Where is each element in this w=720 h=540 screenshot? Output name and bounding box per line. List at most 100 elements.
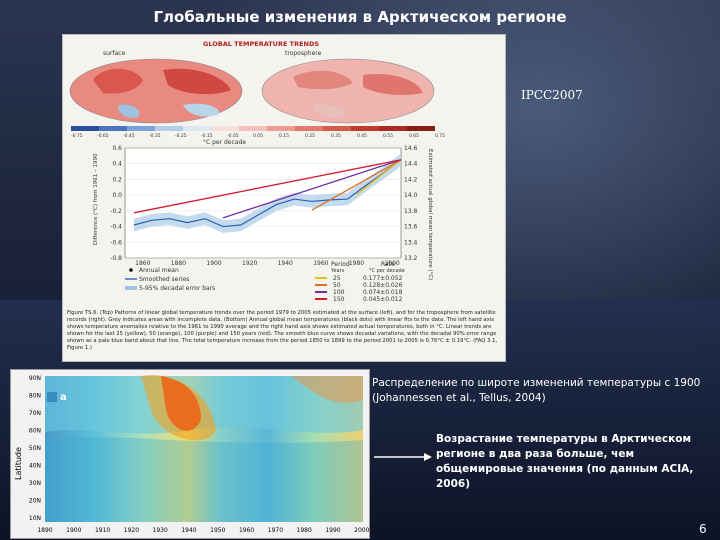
y-left-tick: -0.6 [110,239,122,246]
color-scale-tick: -0.25 [175,133,187,139]
ipcc-figure: GLOBAL TEMPERATURE TRENDS surface tropos… [62,34,506,362]
color-scale-tick: 0.75 [435,133,445,139]
x-tick: 1920 [242,260,257,267]
y-right-tick: 14.6 [404,145,418,152]
year-tick: 1990 [325,527,340,534]
y-left-axis-label: Difference (°C) from 1961 – 1990 [93,153,99,245]
x-tick: 1900 [206,260,221,267]
color-scale-tick: -0.05 [227,133,239,139]
latitude-figure: a Latitude 90N 80N 70N 60N 50N 40N 30N 20N 10N 1… [10,369,370,539]
year-tick: 1890 [37,527,52,534]
latitude-tick: 10N [29,515,41,522]
y-left-ticks: 0.6 0.4 0.2 0.0 -0.2 -0.4 -0.6 -0.8 [110,145,122,262]
page-number: 6 [699,522,707,536]
legend-annual-mean-marker [129,268,133,272]
slide-title: Глобальные изменения в Арктическом регио… [153,8,567,26]
trend-line-50 [311,159,402,211]
legend-annual-mean: Annual mean [139,267,179,274]
y-left-tick: 0.6 [112,145,122,152]
color-scale-tick: -0.65 [97,133,109,139]
y-left-tick: -0.2 [110,208,122,215]
color-scale-tick: 0.55 [383,133,393,139]
color-scale-tick: 0.15 [279,133,289,139]
latitude-tick: 80N [29,393,41,400]
legend-row-rate: 0.045±0.012 [363,296,403,303]
legend-table-units: °C per decade [369,268,405,274]
legend-row-years: 150 [333,296,345,303]
latitude-tick: 50N [29,445,41,452]
y-left-tick: 0.0 [112,192,122,199]
latitude-ticks: 90N 80N 70N 60N 50N 40N 30N 20N 10N [29,375,41,522]
source-label: IPCC2007 [521,88,583,102]
legend-error-bars-marker [125,286,137,290]
color-scale-ticks: -0.75 -0.65 -0.45 -0.35 -0.25 -0.15 -0.05 0.05 0… [71,133,445,139]
color-scale-label: °C per decade [203,139,246,146]
y-right-tick: 14.0 [404,192,418,199]
panel-label-box [47,392,57,402]
color-scale-tick: 0.45 [357,133,367,139]
year-tick: 1970 [268,527,283,534]
year-tick: 1910 [95,527,110,534]
x-tick: 1860 [135,260,150,267]
color-scale-tick: 0.05 [253,133,263,139]
y-right-tick: 13.2 [404,255,418,262]
y-right-tick: 14.2 [404,176,418,183]
y-right-tick: 13.4 [404,239,418,246]
latitude-tick: 90N [29,375,41,382]
year-tick: 2000 [354,527,369,534]
arrow-icon [374,453,432,461]
error-band [133,153,401,233]
x-tick: 1940 [278,260,293,267]
legend-error-bars: 5-95% decadal error bars [139,285,215,292]
trend-line-100 [222,159,402,219]
y-right-tick: 14.4 [404,161,418,168]
x-tick: 1880 [171,260,186,267]
year-ticks: 1890 1900 1910 1920 1930 1940 1950 1960 1970 1980… [37,527,369,534]
color-scale-tick: -0.15 [201,133,213,139]
color-scale-tick: 0.35 [331,133,341,139]
y-right-tick: 13.6 [404,224,418,231]
color-scale-tick: 0.65 [409,133,419,139]
map-right-label: troposphere [285,50,322,57]
conclusion-note: Возрастание температуры в Арктическом ре… [436,433,694,490]
year-tick: 1920 [124,527,139,534]
year-tick: 1940 [181,527,196,534]
latitude-tick: 40N [29,463,41,470]
x-tick: 1960 [313,260,328,267]
legend-table-period: Period [331,261,350,268]
x-axis-ticks: 1860 1880 1900 1920 1940 1960 1980 2000 [135,260,400,267]
temperature-series [133,153,402,233]
map-left-label: surface [103,50,125,57]
year-tick: 1950 [210,527,225,534]
smoothed-series-line [133,159,402,228]
y-left-tick: -0.4 [110,224,122,231]
year-tick: 1930 [153,527,168,534]
panel-label: a [60,392,67,403]
legend-smoothed: Smoothed series [139,276,189,283]
color-scale-tick: -0.45 [123,133,135,139]
color-scale-tick: -0.35 [149,133,161,139]
legend-row-years: 50 [333,282,341,289]
year-tick: 1960 [239,527,254,534]
year-tick: 1900 [66,527,81,534]
legend-row-years: 100 [333,289,345,296]
y-right-ticks: 14.6 14.4 14.2 14.0 13.8 13.6 13.4 13.2 [404,145,418,262]
latitude-axis-label: Latitude [14,447,23,480]
legend-table-years: Years [330,268,345,274]
latitude-tick: 30N [29,480,41,487]
x-tick: 2000 [384,260,399,267]
color-scale-tick: -0.75 [71,133,83,139]
latitude-tick: 70N [29,410,41,417]
x-tick: 1980 [349,260,364,267]
color-scale [71,126,435,131]
y-right-tick: 13.8 [404,208,418,215]
latitude-tick: 60N [29,428,41,435]
trend-line-150 [133,159,402,214]
y-left-tick: -0.8 [110,255,122,262]
chart-legend: Annual mean Smoothed series 5-95% decada… [125,261,405,303]
figure-caption: Figure TS.6. (Top) Patterns of linear gl… [67,310,498,351]
legend-row-years: 25 [333,275,341,282]
legend-row-rate: 0.177±0.052 [363,275,403,282]
year-tick: 1980 [297,527,312,534]
latitude-tick: 20N [29,498,41,505]
